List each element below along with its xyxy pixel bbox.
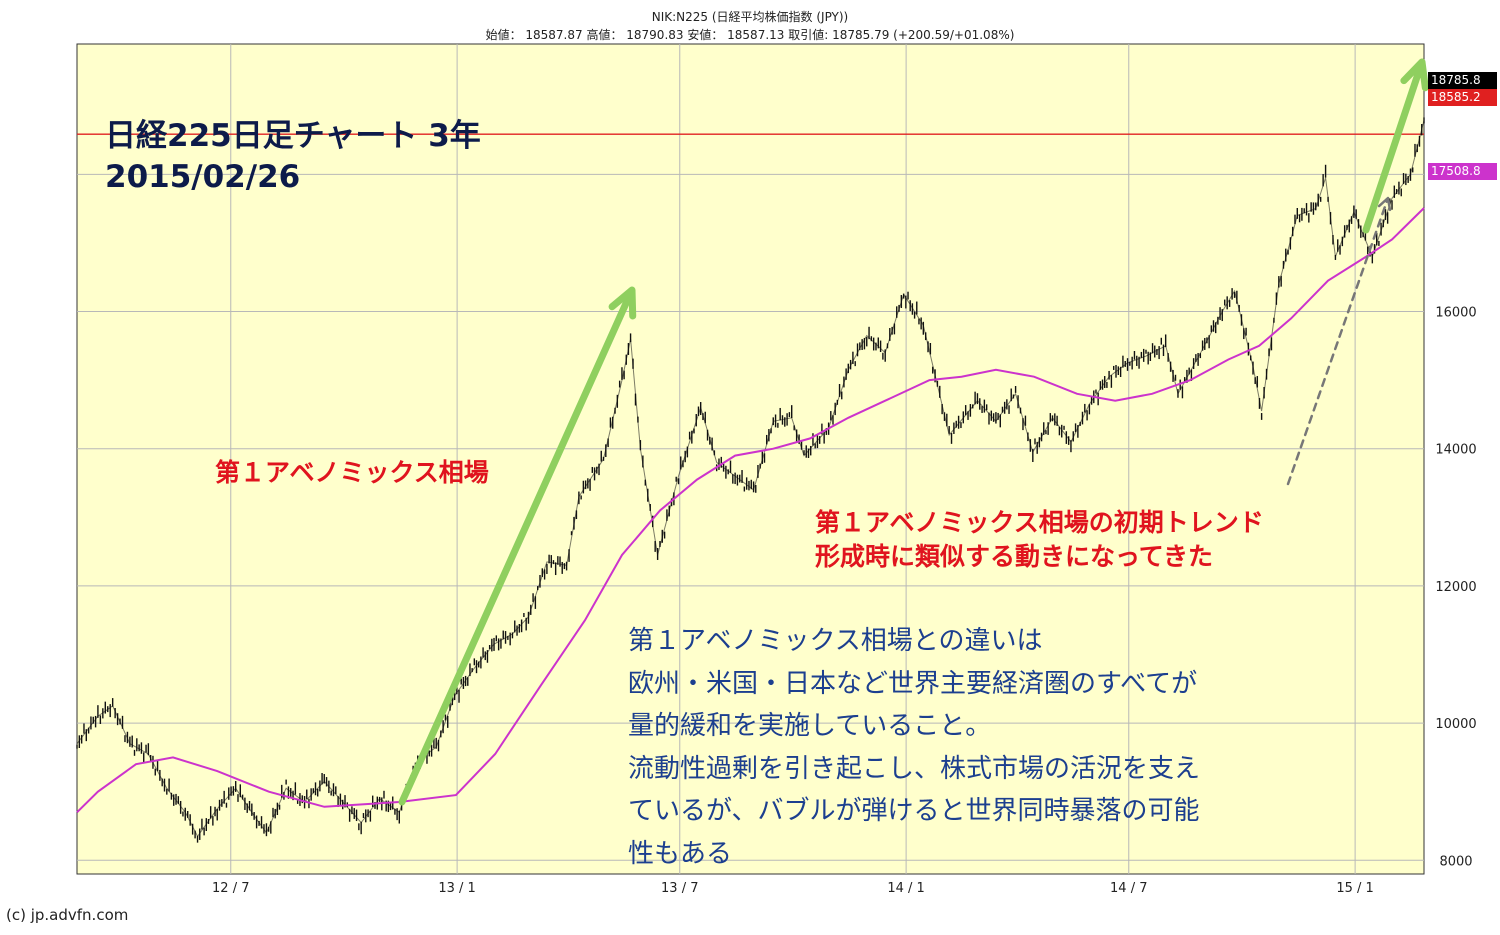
abenomics-label: 第１アベノミックス相場 (215, 458, 489, 487)
series (76, 117, 1425, 843)
abenomics-arrow-head (608, 286, 637, 320)
price-line (76, 120, 1425, 838)
reference-dashed-arrow (1286, 196, 1392, 486)
recent-trend-arrow-shaft (1362, 60, 1425, 234)
comment-line: 量的緩和を実施していること。 (628, 711, 992, 741)
x-tick-label: 15 / 1 (1336, 881, 1373, 896)
title-line-2: 2015/02/26 (105, 159, 301, 195)
reference-dashed-arrow-head (1377, 196, 1392, 212)
x-tick-label: 13 / 1 (438, 881, 475, 896)
moving-average-line (76, 207, 1425, 814)
ohlc-header: 始値： 18587.87 高値： 18790.83 安値： 18587.13 取… (485, 28, 1015, 42)
source-credit: (c) jp.advfn.com (6, 906, 129, 924)
comment-line: 第１アベノミックス相場との違いは (628, 626, 1043, 656)
x-tick-label: 14 / 7 (1110, 881, 1147, 896)
comment-line: ているが、バブルが弾けると世界同時暴落の可能 (628, 796, 1200, 826)
last-price-tag: 18785.8 (1428, 72, 1497, 89)
hline-price-tag: 18585.2 (1428, 89, 1497, 106)
trend-note: 第１アベノミックス相場の初期トレンド 形成時に類似する動きになってきた (815, 506, 1264, 574)
reference-dashed-arrow-shaft (1286, 198, 1389, 486)
x-tick-label: 12 / 7 (212, 881, 249, 896)
symbol-header: NIK:N225 (日経平均株価指数 (JPY)) (651, 10, 849, 24)
abenomics-arrow-shaft (398, 288, 635, 806)
y-tick-label: 14000 (1435, 443, 1476, 458)
recent-trend-arrow (1362, 58, 1429, 234)
y-tick-label: 8000 (1439, 854, 1472, 869)
trend-note-line-1: 第１アベノミックス相場の初期トレンド (815, 508, 1264, 537)
trend-note-line-2: 形成時に類似する動きになってきた (815, 542, 1214, 571)
title-line-1: 日経225日足チャート 3年 (105, 118, 481, 154)
y-tick-label: 12000 (1435, 580, 1476, 595)
chart-title-annotation: 日経225日足チャート 3年 2015/02/26 (105, 116, 481, 198)
recent-trend-arrow-head (1400, 58, 1429, 92)
comment-block: 第１アベノミックス相場との違いは 欧州・米国・日本など世界主要経済圏のすべてが … (628, 620, 1328, 875)
annotation-arrows (398, 58, 1429, 806)
plot-area (76, 43, 1425, 875)
comment-line: 性もある (628, 838, 733, 869)
y-tick-label: 16000 (1435, 306, 1476, 321)
y-tick-label: 10000 (1435, 717, 1476, 732)
ma-price-tag: 17508.8 (1428, 163, 1497, 180)
grid (77, 44, 1424, 874)
x-tick-label: 13 / 7 (661, 881, 698, 896)
abenomics-arrow (398, 286, 637, 806)
x-tick-label: 14 / 1 (887, 881, 924, 896)
comment-line: 欧州・米国・日本など世界主要経済圏のすべてが (628, 668, 1198, 699)
comment-line: 流動性過剰を引き起こし、株式市場の活況を支え (628, 753, 1201, 784)
